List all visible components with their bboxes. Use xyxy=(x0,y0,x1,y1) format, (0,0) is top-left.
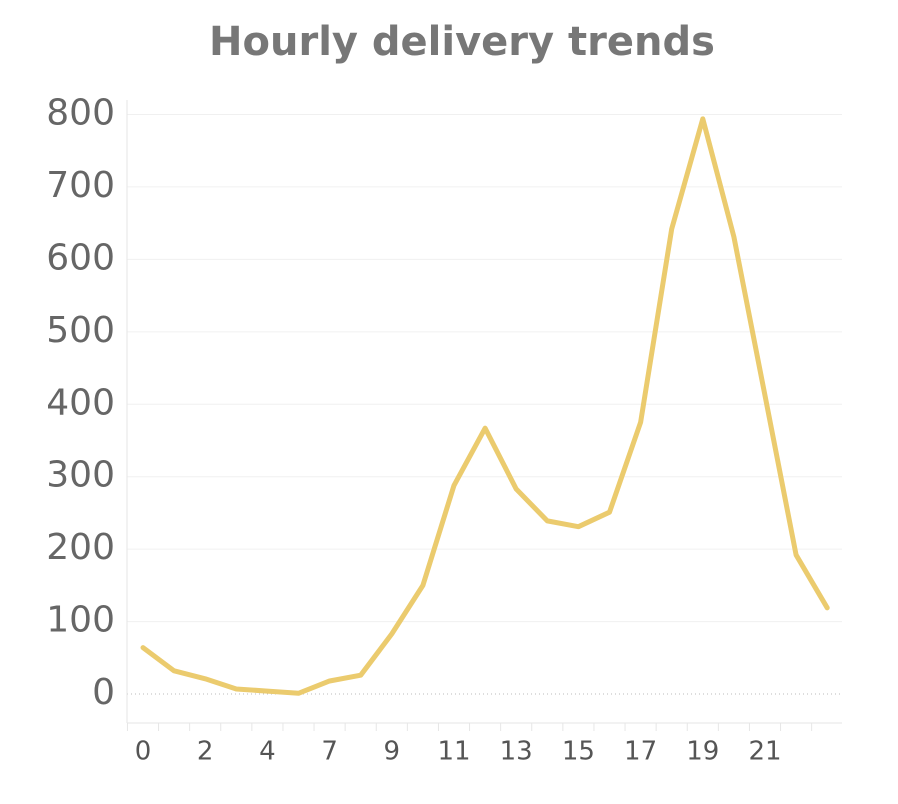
y-tick-label: 400 xyxy=(46,382,115,423)
x-tick-label: 17 xyxy=(624,737,657,767)
y-tick-label: 500 xyxy=(46,310,115,351)
y-tick-label: 0 xyxy=(92,672,115,713)
x-tick-label: 13 xyxy=(500,737,533,767)
x-tick-label: 2 xyxy=(197,737,214,767)
x-tick-label: 15 xyxy=(562,737,595,767)
x-tick-label: 11 xyxy=(437,737,470,767)
y-tick-label: 300 xyxy=(46,455,115,496)
chart-title: Hourly delivery trends xyxy=(209,19,715,65)
x-tick-label: 7 xyxy=(321,737,338,767)
line xyxy=(140,116,830,696)
y-tick-label: 100 xyxy=(46,600,115,641)
x-tick-label: 9 xyxy=(384,737,401,767)
x-tick-label: 4 xyxy=(259,737,276,767)
y-tick-label: 600 xyxy=(46,237,115,278)
y-tick-label: 800 xyxy=(46,92,115,133)
x-tick-label: 19 xyxy=(686,737,719,767)
x-tick-label: 21 xyxy=(748,737,781,767)
y-tick-label: 200 xyxy=(46,527,115,568)
y-tick-label: 700 xyxy=(46,165,115,206)
x-tick-label: 0 xyxy=(135,737,152,767)
